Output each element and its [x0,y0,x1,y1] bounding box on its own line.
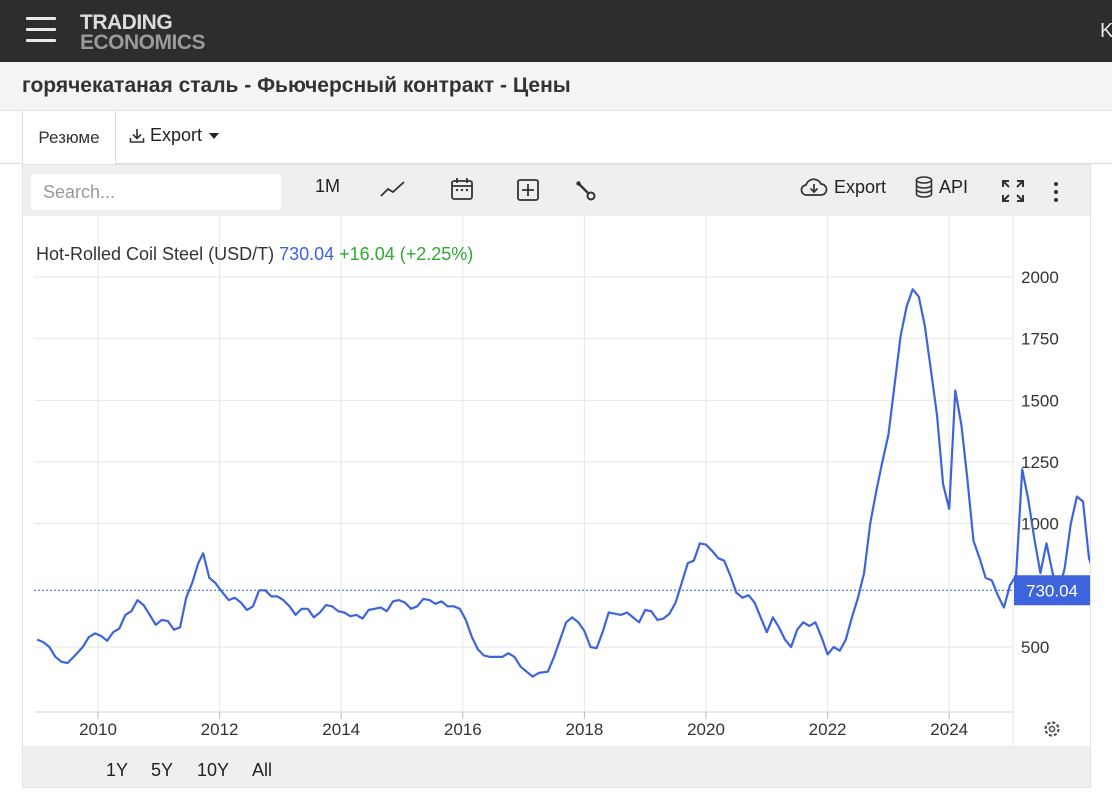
caret-down-icon [209,132,220,139]
api-label: API [939,176,969,197]
last-value-badge [1014,575,1090,606]
export-label: Export [150,125,203,145]
tab-bar: Резюме Export [0,111,1112,165]
settings-wrench-icon[interactable] [574,179,598,203]
calendar-icon[interactable] [450,177,474,201]
top-navbar: TRADING ECONOMICS K [0,0,1112,62]
x-tick-label: 2020 [687,720,725,739]
x-tick-label: 2018 [565,720,603,739]
chart-export-button[interactable]: Export [800,176,886,198]
x-tick-label: 2016 [444,720,482,739]
line-chart: 500 1000 1250 1500 1750 2000 2010 2012 2014 2016 2… [34,216,1112,746]
chart-type-line-icon[interactable] [380,179,406,199]
range-5y-button[interactable]: 5Y [151,760,174,780]
y-tick-label: 1750 [1021,330,1059,349]
x-tick-label: 2024 [930,720,968,739]
more-options-icon[interactable] [1053,181,1059,203]
chart-legend: Hot-Rolled Coil Steel (USD/T) 730.04 +16… [36,244,473,265]
download-icon [129,128,145,143]
legend-last-value: 730.04 [279,244,335,264]
chart-settings-gear-icon[interactable] [1044,721,1060,737]
add-series-icon[interactable] [516,178,540,202]
range-selector: 1Y 5Y 10Y All [23,746,1090,787]
x-tick-label: 2014 [322,720,360,739]
interval-button[interactable]: 1M [315,176,341,196]
legend-change: +16.04 (+2.25%) [339,244,474,264]
tab-summary[interactable]: Резюме [22,111,116,165]
title-bar: горячекатаная сталь - Фьючерсный контрак… [0,62,1112,111]
logo-line-2: ECONOMICS [80,31,206,54]
chart-area[interactable]: Hot-Rolled Coil Steel (USD/T) 730.04 +16… [23,216,1112,746]
y-tick-label: 1500 [1021,391,1059,410]
menu-icon[interactable] [26,17,56,43]
chart-widget: 1M Export API Hot-Rolled Coil Stee [22,164,1112,788]
range-1y-button[interactable]: 1Y [106,760,129,780]
x-tick-label: 2012 [201,720,239,739]
series-line-hot-rolled-coil-steel [36,288,1112,678]
logo-line-1: TRADING [80,11,173,34]
range-10y-button[interactable]: 10Y [197,760,230,780]
export-dropdown[interactable]: Export [128,125,220,146]
x-tick-label: 2010 [79,720,117,739]
x-tick-label: 2022 [809,720,847,739]
chart-export-label: Export [834,176,887,197]
trading-economics-logo[interactable]: TRADING ECONOMICS [80,11,206,54]
api-button[interactable]: API [915,176,968,198]
y-tick-label: 1000 [1021,515,1059,534]
y-tick-label: 2000 [1021,268,1059,287]
topbar-cut-text[interactable]: K [1100,20,1112,42]
y-tick-label: 500 [1021,638,1049,657]
range-all-button[interactable]: All [252,760,273,780]
search-input[interactable] [31,174,281,210]
page-title: горячекатаная сталь - Фьючерсный контрак… [22,74,571,97]
fullscreen-icon[interactable] [1001,179,1025,203]
last-value-badge-text: 730.04 [1026,581,1078,600]
y-tick-label: 1250 [1021,453,1059,472]
chart-toolbar: 1M Export API [23,165,1090,216]
cloud-download-icon [800,178,828,196]
legend-series-name: Hot-Rolled Coil Steel (USD/T) [36,244,275,264]
database-icon [915,176,933,198]
